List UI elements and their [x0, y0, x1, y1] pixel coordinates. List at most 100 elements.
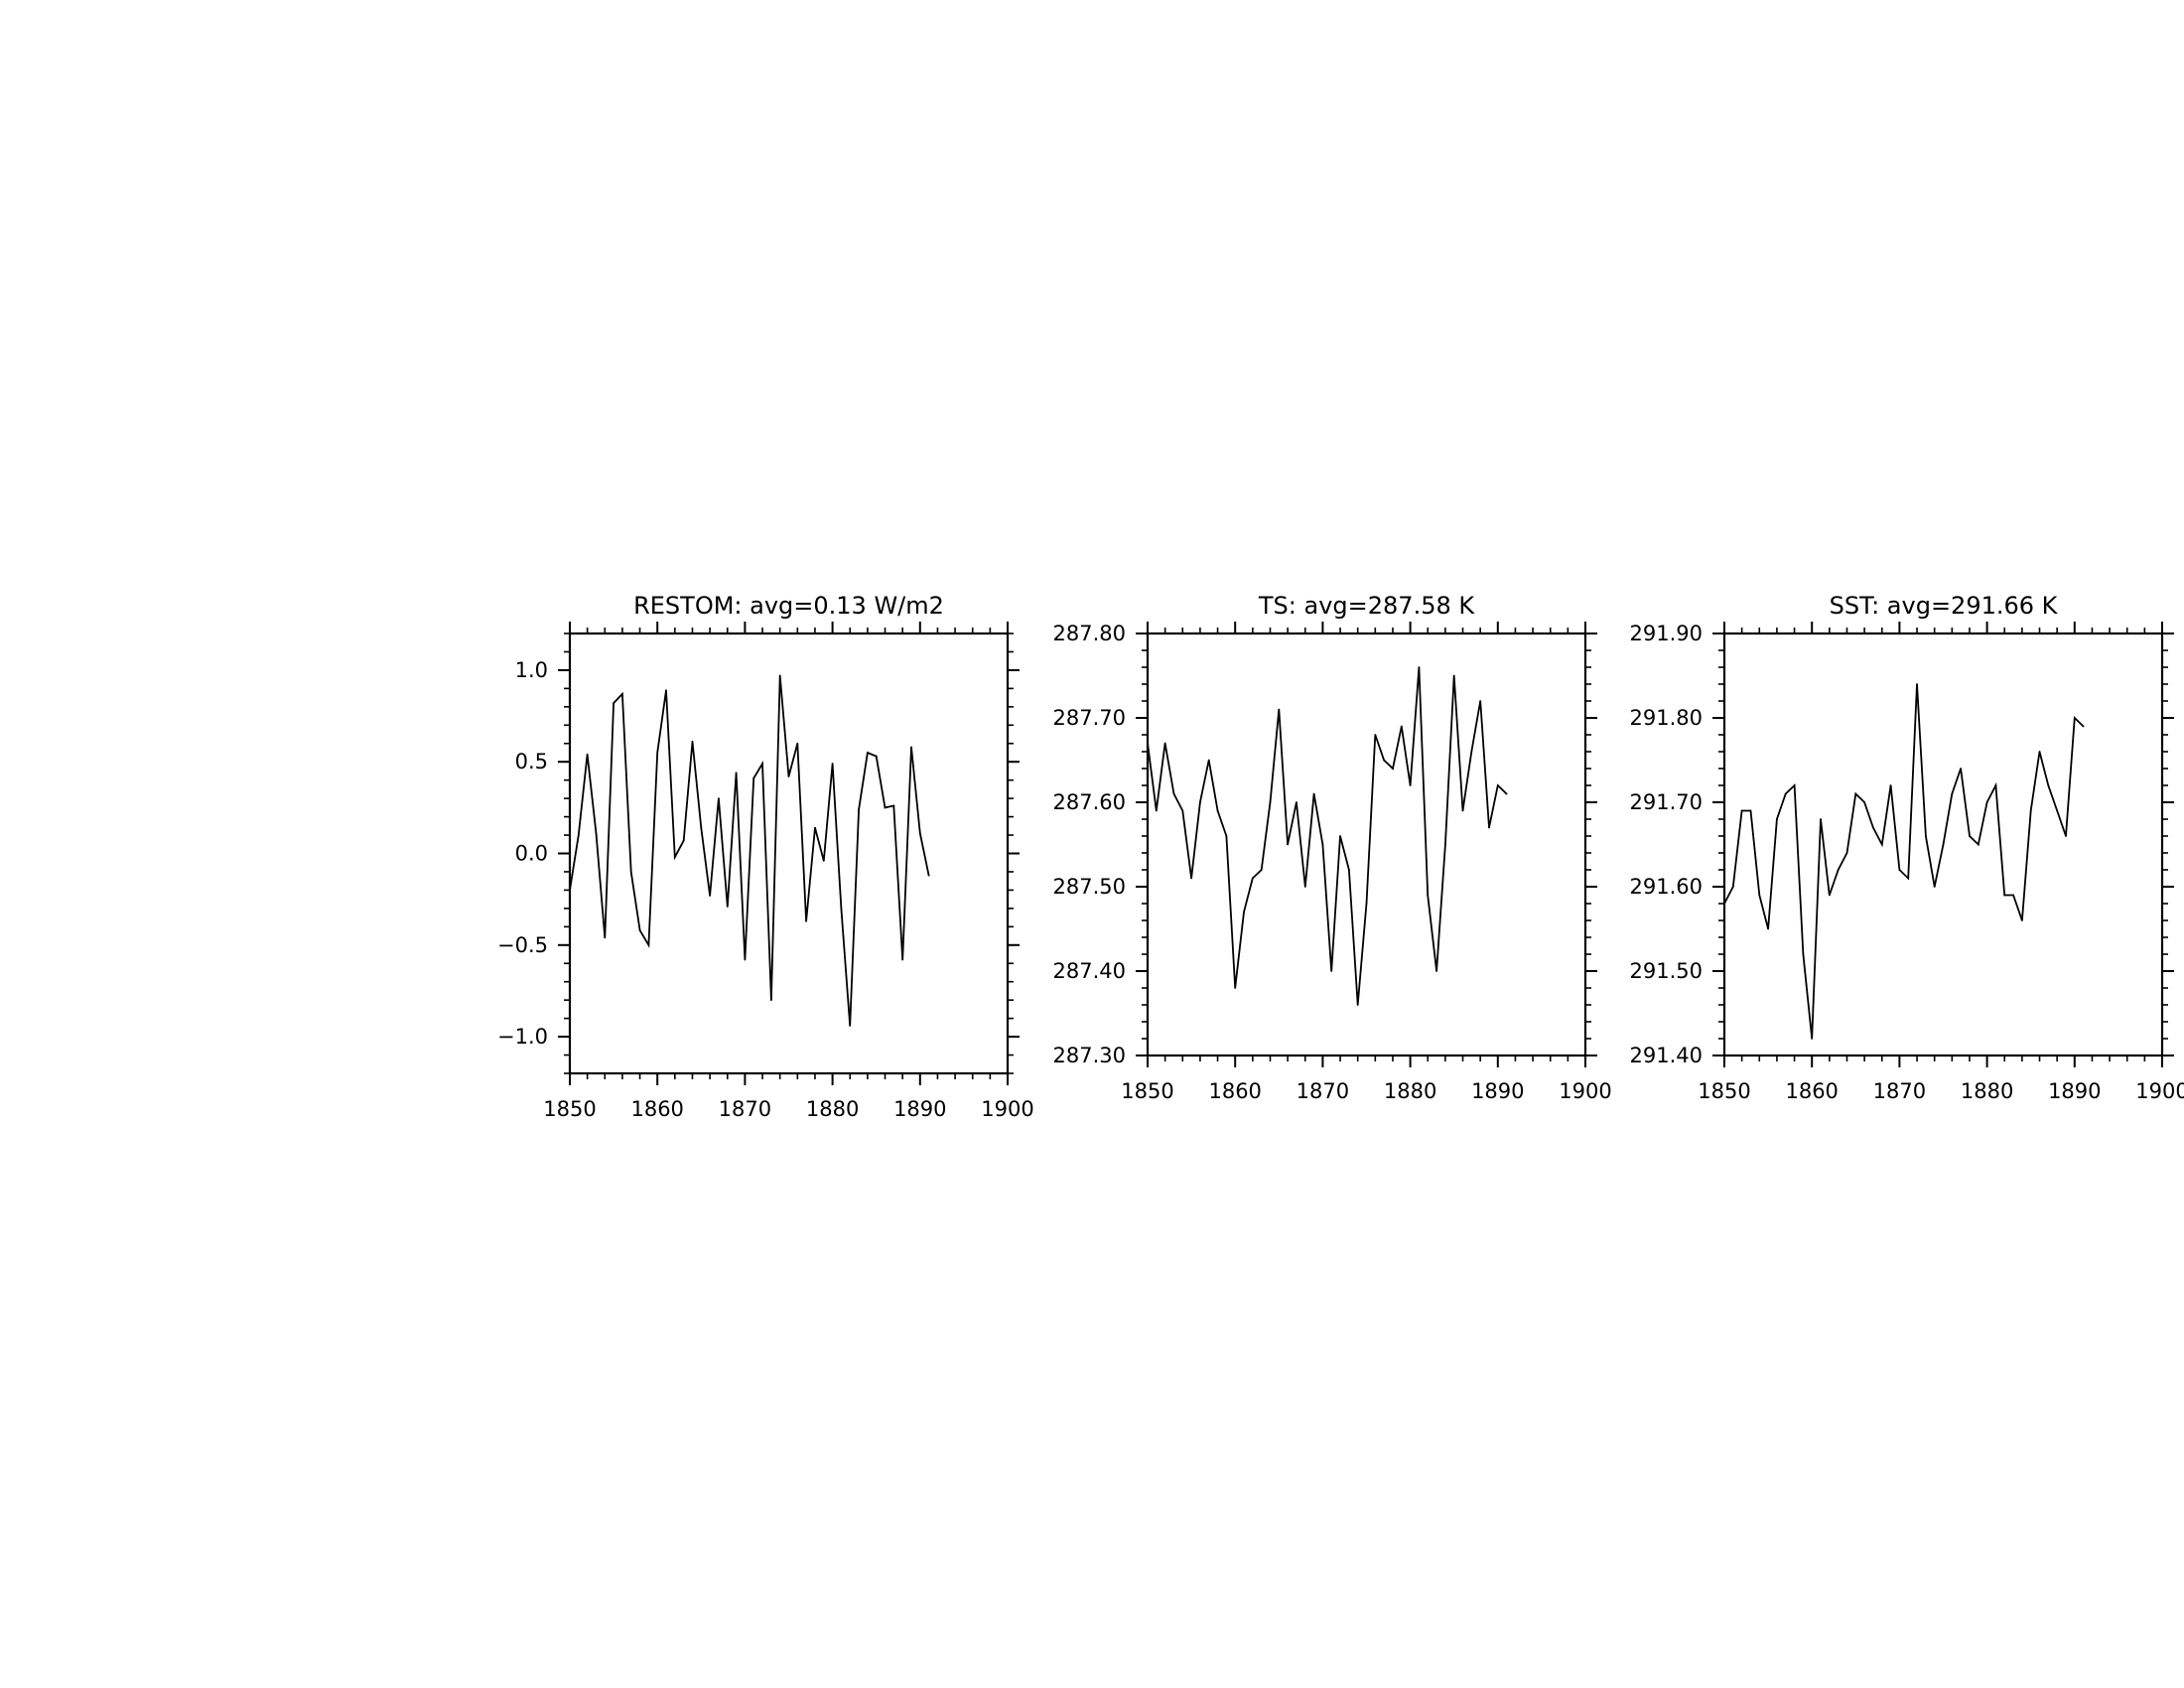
ts-data-point: [1163, 742, 1166, 745]
ts-data-point: [1181, 809, 1184, 812]
restom-data-point: [866, 752, 869, 754]
restom-data-point: [814, 826, 816, 829]
sst-data-point: [1784, 792, 1787, 795]
ts-data-point: [1435, 970, 1437, 972]
sst-data-point: [2029, 809, 2032, 812]
sst-y-tick-label: 291.70: [1630, 790, 1703, 814]
ts-y-tick-label: 287.50: [1053, 875, 1126, 899]
ts-data-point: [1409, 784, 1412, 786]
sst-plot-frame: [1722, 632, 2164, 1057]
restom-x-tick-label: 1850: [543, 1097, 596, 1121]
sst-y-tick-label: 291.50: [1630, 959, 1703, 983]
restom-y-tick-label: −0.5: [497, 933, 548, 957]
sst-data-point: [1793, 784, 1796, 786]
restom-x-tick-label: 1860: [630, 1097, 683, 1121]
ts-data-point: [1418, 666, 1421, 668]
ts-data-point: [1496, 784, 1499, 786]
restom-x-tick-label: 1890: [893, 1097, 946, 1121]
restom-panel: RESTOM: avg=0.13 W/m2 1850 1860 1870 1880 18…: [497, 592, 1034, 1121]
sst-data-point: [1942, 843, 1945, 846]
restom-data-point: [691, 741, 694, 743]
ts-data-point: [1269, 801, 1272, 803]
restom-data-point: [805, 919, 808, 922]
sst-x-tick-label: 1870: [1873, 1079, 1926, 1103]
ts-data-point: [1461, 809, 1464, 812]
ts-data-point: [1225, 835, 1228, 837]
restom-data-point: [673, 856, 676, 859]
ts-data-point: [1216, 809, 1219, 812]
sst-series-line: [1723, 683, 2085, 1040]
sst-data-point: [1889, 784, 1892, 786]
sst-data-point: [1907, 877, 1910, 880]
restom-data-point: [682, 839, 685, 842]
ts-x-tick-label: 1870: [1297, 1079, 1349, 1103]
sst-data-point: [1960, 768, 1963, 770]
sst-x-tick-label: 1900: [2135, 1079, 2184, 1103]
restom-data-point: [629, 871, 632, 873]
sst-data-point: [1723, 903, 1725, 905]
sst-data-point: [1854, 792, 1857, 795]
restom-data-point: [638, 929, 641, 931]
sst-data-point: [1802, 953, 1805, 955]
sst-data-point: [1731, 886, 1734, 888]
ts-data-point: [1155, 809, 1158, 812]
sst-data-point: [1820, 818, 1822, 820]
ts-data-point: [1400, 725, 1403, 728]
restom-data-point: [735, 772, 738, 774]
sst-data-point: [2012, 894, 2014, 897]
restom-data-point: [901, 958, 904, 961]
restom-data-point: [875, 755, 878, 758]
ts-y-tick-label: 287.70: [1053, 706, 1126, 730]
sst-data-point: [1985, 801, 1988, 803]
restom-data-point: [778, 674, 781, 677]
sst-data-point: [1749, 809, 1752, 812]
ts-y-tick-label: 287.40: [1053, 959, 1126, 983]
ts-data-point: [1505, 792, 1508, 795]
ts-x-tick-label: 1880: [1384, 1079, 1436, 1103]
sst-data-point: [1811, 1038, 1814, 1040]
ts-data-point: [1488, 826, 1490, 829]
ts-data-point: [1443, 843, 1446, 846]
restom-x-tick-label: 1880: [806, 1097, 859, 1121]
ts-data-point: [1470, 751, 1473, 753]
sst-data-point: [1872, 826, 1874, 829]
restom-data-point: [761, 763, 763, 765]
restom-data-point: [700, 826, 703, 829]
sst-x-tick-label: 1860: [1785, 1079, 1838, 1103]
restom-y-tick-label: 0.5: [515, 750, 548, 774]
restom-data-point: [892, 804, 895, 807]
restom-data-point: [613, 702, 614, 705]
sst-data-point: [1933, 886, 1936, 888]
ts-data-point: [1147, 742, 1149, 745]
ts-data-point: [1312, 792, 1315, 795]
ts-data-point: [1383, 759, 1386, 762]
ts-y-tick-label: 287.30: [1053, 1044, 1126, 1067]
sst-x-tick-label: 1880: [1961, 1079, 2013, 1103]
sst-data-point: [1845, 852, 1848, 854]
restom-data-point: [910, 746, 912, 749]
sst-x-tick-label: 1850: [1698, 1079, 1750, 1103]
ts-y-tick-label: 287.60: [1053, 790, 1126, 814]
sst-data-point: [2082, 725, 2085, 728]
sst-data-point: [2065, 835, 2067, 837]
ts-data-point: [1356, 1004, 1359, 1006]
sst-data-point: [1916, 683, 1918, 685]
sst-panel: SST: avg=291.66 K 1850 1860 1870 1880 1890 19…: [1630, 592, 2184, 1103]
restom-data-point: [665, 689, 667, 692]
restom-data-point: [849, 1025, 852, 1027]
restom-data-point: [604, 936, 607, 939]
ts-title: TS: avg=287.58 K: [1258, 592, 1475, 620]
sst-data-point: [1767, 927, 1769, 930]
ts-data-point: [1427, 894, 1430, 897]
restom-data-point: [927, 874, 930, 877]
restom-data-point: [726, 906, 729, 908]
restom-series-line: [569, 675, 930, 1027]
restom-data-point: [796, 742, 799, 745]
sst-data-point: [1837, 869, 1840, 871]
restom-y-tick-label: 1.0: [515, 658, 548, 682]
ts-data-point: [1321, 843, 1324, 846]
ts-data-point: [1234, 987, 1237, 989]
restom-data-point: [647, 943, 650, 946]
